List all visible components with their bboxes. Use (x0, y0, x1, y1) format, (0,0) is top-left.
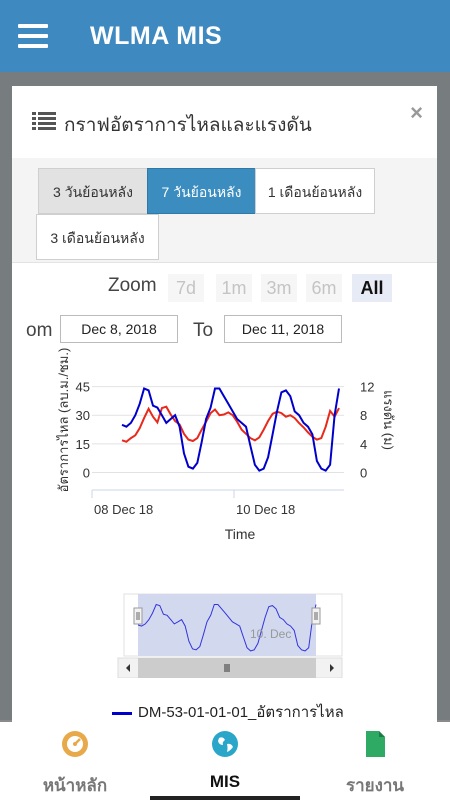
range-1-month-button[interactable]: 1 เดือนย้อนหลัง (255, 168, 375, 214)
nav-mis-label: MIS (209, 772, 241, 791)
document-icon (366, 731, 385, 757)
y-right-axis-title: แรงดัน (ม) (381, 390, 396, 450)
flow-series-line (121, 387, 340, 472)
nav-report-label: รายงาน (345, 776, 405, 795)
range-7-days-button[interactable]: 7 วันย้อนหลัง (147, 168, 256, 214)
active-tab-indicator (150, 796, 300, 800)
legend-flow-line (112, 711, 132, 715)
to-date-input[interactable]: Dec 11, 2018 (224, 315, 342, 343)
x-axis-title: Time (225, 526, 256, 542)
y-left-tick-label: 0 (83, 465, 90, 480)
from-date-input[interactable]: Dec 8, 2018 (60, 315, 178, 343)
nav-home-label: หน้าหลัก (42, 776, 108, 795)
zoom-7d-button[interactable]: 7d (168, 274, 204, 302)
y-right-tick-label: 12 (360, 380, 374, 395)
flow-pressure-chart: 0 15 30 45 0 4 8 12 08 Dec 18 10 Dec 18 Time อัตราก… (56, 348, 396, 542)
y-right-tick-label: 0 (360, 465, 367, 480)
modal-header: กราฟอัตราการไหลและแรงดัน × (12, 86, 437, 159)
from-label: om (26, 320, 53, 341)
y-left-tick-label: 45 (76, 380, 90, 395)
navigator-left-handle[interactable] (133, 607, 143, 625)
zoom-1m-button[interactable]: 1m (216, 274, 252, 302)
nav-mis[interactable]: MIS (150, 722, 300, 800)
y-left-tick-label: 15 (76, 437, 90, 452)
modal-title: กราฟอัตราการไหลและแรงดัน (64, 115, 312, 136)
y-left-axis-title: อัตราการไหล (ลบ.ม./ชม.) (56, 348, 71, 492)
menu-icon[interactable] (18, 24, 48, 48)
scroll-left-arrow-icon[interactable] (126, 664, 130, 672)
zoom-6m-button[interactable]: 6m (306, 274, 342, 302)
dashboard-icon (62, 731, 88, 757)
range-selector: 3 วันย้อนหลัง 7 วันย้อนหลัง 1 เดือนย้อนห… (12, 158, 437, 263)
y-right-tick-label: 8 (360, 408, 367, 423)
app-title: WLMA MIS (90, 22, 223, 50)
y-left-tick-label: 30 (76, 408, 90, 423)
list-icon (32, 112, 56, 130)
x-tick-label: 08 Dec 18 (94, 502, 153, 517)
bottom-navigation: หน้าหลัก MIS รายงาน (0, 722, 450, 800)
nav-report[interactable]: รายงาน (300, 722, 450, 800)
pressure-series-line (121, 405, 340, 443)
zoom-3m-button[interactable]: 3m (261, 274, 297, 302)
y-right-tick-label: 4 (360, 437, 367, 452)
scroll-right-arrow-icon[interactable] (330, 664, 334, 672)
globe-icon (212, 731, 238, 757)
to-label: To (193, 320, 214, 341)
range-3-months-button[interactable]: 3 เดือนย้อนหลัง (36, 214, 159, 260)
legend-flow-label: DM-53-01-01-01_อัตราการไหล (138, 704, 344, 721)
navigator-label: 10. Dec (250, 627, 291, 641)
navigator-right-handle[interactable] (311, 607, 321, 625)
x-tick-label: 10 Dec 18 (236, 502, 295, 517)
navigator-selection (138, 594, 316, 656)
chart-navigator[interactable]: 10. Dec (12, 586, 437, 678)
chart-modal: กราฟอัตราการไหลและแรงดัน × 3 วันย้อนหลัง… (12, 86, 437, 726)
range-3-days-button[interactable]: 3 วันย้อนหลัง (38, 168, 148, 214)
chart-legend[interactable]: DM-53-01-01-01_อัตราการไหล (112, 700, 344, 724)
nav-home[interactable]: หน้าหลัก (0, 722, 150, 800)
zoom-all-button[interactable]: All (352, 274, 392, 302)
zoom-label: Zoom (108, 275, 157, 296)
close-icon[interactable]: × (410, 100, 423, 125)
navigator-series-line (137, 603, 317, 652)
app-bar: WLMA MIS (0, 0, 450, 72)
